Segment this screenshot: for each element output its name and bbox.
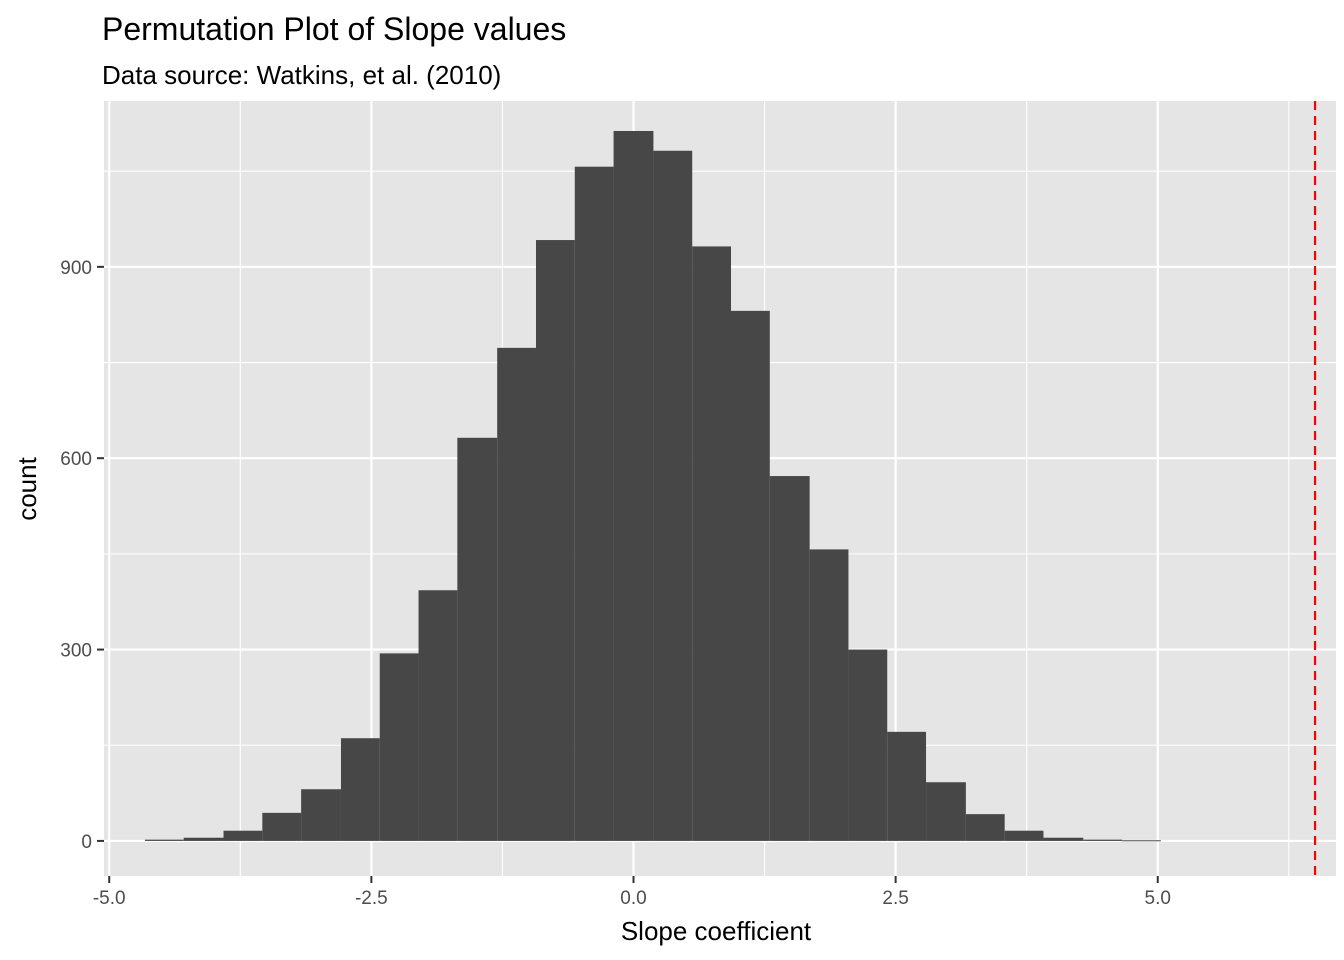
x-tick-label: 0.0	[620, 888, 646, 909]
histogram-bar	[809, 549, 849, 841]
x-tick-label: 5.0	[1145, 888, 1171, 909]
histogram-bar	[497, 347, 536, 841]
histogram-bars	[144, 130, 1161, 842]
histogram-bar	[1004, 830, 1044, 841]
histogram-bar	[418, 590, 458, 841]
histogram-bar	[692, 246, 732, 841]
histogram-bar	[379, 653, 419, 841]
x-axis-title: Slope coefficient	[621, 916, 812, 946]
histogram-bar	[144, 839, 184, 841]
chart-title: Permutation Plot of Slope values	[102, 11, 566, 47]
histogram-bar	[965, 814, 1005, 841]
x-tick-label: -5.0	[93, 888, 126, 909]
y-tick-label: 600	[60, 449, 92, 470]
histogram-bar	[301, 789, 341, 841]
histogram-bar	[887, 731, 927, 841]
y-tick-label: 0	[81, 832, 92, 853]
histogram-bar	[457, 437, 498, 841]
histogram-bar	[340, 738, 380, 841]
histogram-bar	[848, 649, 888, 841]
y-tick-label: 900	[60, 258, 92, 279]
histogram-bar	[1043, 837, 1084, 841]
x-axis: -5.0 -2.5 0.0 2.5 5.0	[93, 876, 1171, 909]
histogram-bar	[731, 310, 770, 841]
histogram-bar	[1083, 839, 1123, 841]
histogram-bar	[535, 240, 575, 841]
histogram-bar	[653, 150, 693, 841]
histogram-bar	[769, 476, 810, 841]
y-axis-title: count	[12, 456, 42, 520]
histogram-bar	[223, 830, 263, 841]
histogram-bar	[1122, 840, 1161, 842]
histogram-bar	[574, 166, 614, 841]
x-tick-label: 2.5	[882, 888, 908, 909]
histogram-bar	[262, 812, 302, 841]
y-axis: 0 300 600 900	[60, 258, 104, 853]
chart-subtitle: Data source: Watkins, et al. (2010)	[102, 60, 501, 90]
histogram-bar	[183, 837, 224, 841]
histogram-bar	[613, 130, 654, 841]
y-tick-label: 300	[60, 641, 92, 662]
histogram-bar	[926, 782, 966, 841]
x-tick-label: -2.5	[355, 888, 388, 909]
